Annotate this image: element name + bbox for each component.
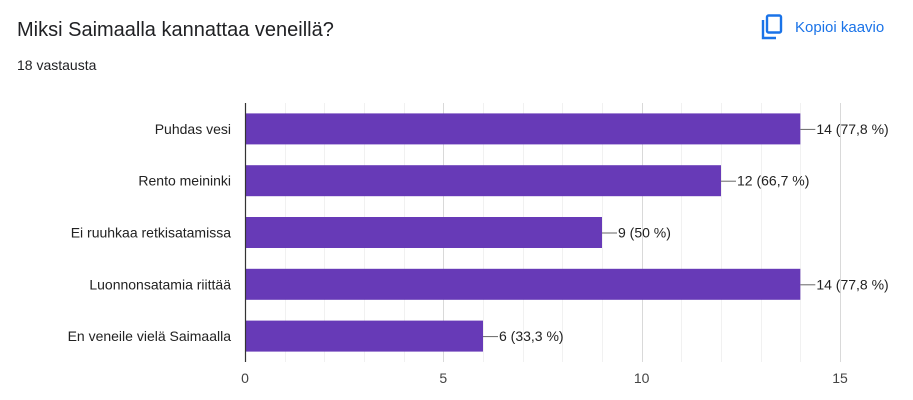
x-tick-label: 10: [634, 370, 650, 386]
data-label: 9 (50 %): [618, 225, 671, 241]
category-label: Ei ruuhkaa retkisatamissa: [71, 225, 232, 241]
data-label: 14 (77,8 %): [816, 121, 888, 137]
chart-title: Miksi Saimaalla kannattaa veneillä?: [17, 19, 334, 41]
bar[interactable]: [245, 268, 801, 300]
x-tick-label: 15: [832, 370, 848, 386]
category-label: Luonnonsatamia riittää: [89, 276, 231, 292]
category-label: Rento meininki: [138, 173, 231, 189]
data-label: 14 (77,8 %): [816, 276, 888, 292]
category-label: Puhdas vesi: [155, 121, 231, 137]
data-label: 12 (66,7 %): [737, 173, 809, 189]
bar[interactable]: [245, 217, 602, 248]
x-tick-label: 5: [439, 370, 447, 386]
bar[interactable]: [245, 320, 483, 352]
labels: 0 5 10 15 Puhdas vesi 14 (77,8 %) Rento meinin…: [68, 121, 889, 386]
x-tick-label: 0: [241, 370, 249, 386]
category-label: En veneile vielä Saimaalla: [68, 328, 232, 344]
copy-icon: [761, 14, 783, 40]
data-label: 6 (33,3 %): [499, 328, 564, 344]
bars: [245, 113, 801, 352]
copy-chart-label: Kopioi kaavio: [795, 18, 885, 36]
copy-chart-button[interactable]: Kopioi kaavio: [757, 12, 888, 42]
bar[interactable]: [245, 113, 801, 145]
response-count: 18 vastausta: [17, 57, 97, 73]
bar[interactable]: [245, 165, 721, 197]
